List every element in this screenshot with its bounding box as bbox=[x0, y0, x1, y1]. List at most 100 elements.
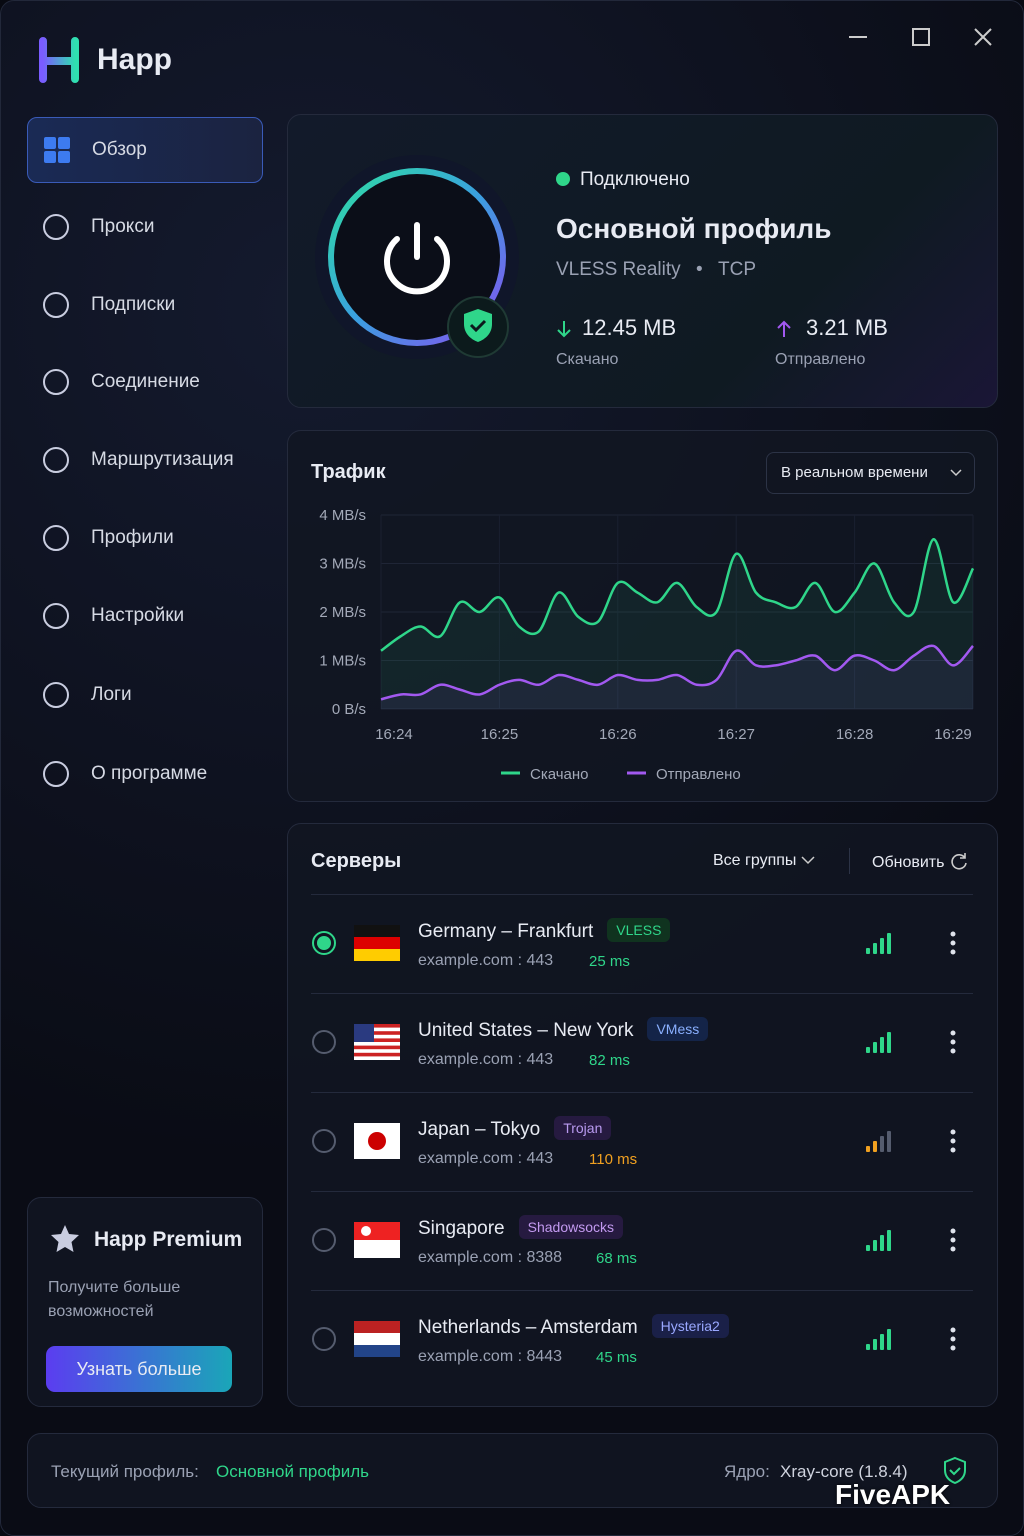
server-address: example.com : 443 bbox=[418, 1051, 554, 1068]
flag bbox=[354, 1123, 400, 1159]
radio[interactable] bbox=[311, 1029, 337, 1055]
download-value: 12.45 MB bbox=[582, 315, 677, 340]
x-tick-label: 16:27 bbox=[717, 726, 755, 743]
nav-icon bbox=[43, 214, 69, 240]
server-name: Singapore Shadowsocks bbox=[418, 1215, 624, 1240]
core-label: Ядро: bbox=[724, 1462, 770, 1481]
range-dropdown[interactable]: В реальном времени bbox=[766, 452, 975, 494]
signal-bar bbox=[887, 933, 891, 954]
range-text: В реальном времени bbox=[781, 464, 928, 481]
divider bbox=[311, 1191, 973, 1192]
dot bbox=[950, 931, 956, 937]
divider bbox=[311, 894, 973, 895]
signal bbox=[866, 1230, 891, 1251]
signal-bar bbox=[880, 1235, 884, 1251]
dot bbox=[950, 1048, 956, 1054]
signal-bar bbox=[866, 1047, 870, 1053]
more-menu[interactable] bbox=[948, 1128, 958, 1154]
icon-part bbox=[43, 214, 69, 240]
separator: • bbox=[696, 259, 703, 280]
nav-item[interactable]: О программе bbox=[27, 741, 263, 807]
app-name: Happ bbox=[97, 43, 172, 76]
server-row[interactable]: United States – New York VMess example.com… bbox=[311, 993, 973, 1092]
traffic-title: Трафик bbox=[311, 461, 386, 483]
profile-name: Основной профиль bbox=[556, 213, 832, 244]
signal-bar bbox=[873, 1240, 877, 1251]
divider bbox=[311, 1290, 973, 1291]
nav-icon bbox=[44, 137, 70, 163]
icon-part bbox=[58, 137, 70, 149]
icon-part bbox=[43, 603, 69, 629]
connection-card: Подключено Основной профиль VLESS Realit… bbox=[287, 114, 998, 408]
dot bbox=[950, 1147, 956, 1153]
traffic-chart: 0 B/s 1 MB/s 2 MB/s 3 MB/s 4 MB/s 16:24 16:25 1… bbox=[319, 507, 975, 783]
dot bbox=[950, 940, 956, 946]
signal bbox=[866, 1131, 891, 1152]
server-name-text: Singapore bbox=[418, 1218, 505, 1239]
nav-item[interactable]: Подписки bbox=[27, 272, 263, 338]
server-row[interactable]: Germany – Frankfurt VLESS example.com : 44… bbox=[311, 894, 973, 993]
filter-text: Все группы bbox=[713, 852, 797, 869]
signal-bar bbox=[866, 1146, 870, 1152]
more-menu[interactable] bbox=[948, 1326, 958, 1352]
icon-part bbox=[43, 369, 69, 395]
dot bbox=[950, 1345, 956, 1351]
upload-label: Отправлено bbox=[775, 351, 866, 368]
nav-label: Логи bbox=[91, 684, 132, 705]
more-menu[interactable] bbox=[948, 1029, 958, 1055]
icon-part bbox=[44, 151, 56, 163]
signal-bar bbox=[873, 1339, 877, 1350]
legend-label: Скачано bbox=[530, 766, 589, 783]
server-row[interactable]: Singapore Shadowsocks example.com : 8388 68… bbox=[311, 1191, 973, 1290]
chevron bbox=[950, 469, 962, 477]
more-menu[interactable] bbox=[948, 1227, 958, 1253]
radio[interactable] bbox=[311, 930, 337, 956]
server-name: United States – New York VMess bbox=[418, 1017, 709, 1042]
group-filter[interactable]: Все группы bbox=[713, 852, 815, 870]
transport: TCP bbox=[718, 259, 756, 280]
signal-bar bbox=[887, 1329, 891, 1350]
premium-button[interactable]: Узнать больше bbox=[46, 1346, 232, 1392]
server-name-text: United States – New York bbox=[418, 1020, 634, 1041]
radio[interactable] bbox=[311, 1227, 337, 1253]
nav-item[interactable]: Соединение bbox=[27, 349, 263, 415]
signal-bar bbox=[880, 938, 884, 954]
ping: 25 ms bbox=[589, 953, 630, 970]
x-tick-label: 16:28 bbox=[836, 726, 874, 743]
radio-ring bbox=[312, 1129, 336, 1153]
nav-item[interactable]: Обзор bbox=[27, 117, 263, 183]
nav-item[interactable]: Логи bbox=[27, 662, 263, 728]
line bbox=[380, 537, 975, 652]
signal-bar bbox=[887, 1032, 891, 1053]
premium-text: Получите больше возможностей bbox=[48, 1279, 181, 1320]
watermark-text: FiveAPK bbox=[835, 1479, 951, 1510]
protocol-tag: Hysteria2 bbox=[651, 1314, 729, 1338]
refresh-button[interactable]: Обновить bbox=[872, 852, 969, 872]
icon-part bbox=[43, 761, 69, 787]
server-row[interactable]: Japan – Tokyo Trojan example.com : 443 110 … bbox=[311, 1092, 973, 1191]
signal-bar bbox=[873, 1042, 877, 1053]
more-menu[interactable] bbox=[948, 930, 958, 956]
power-button[interactable] bbox=[310, 151, 526, 367]
nav-item[interactable]: Прокси bbox=[27, 194, 263, 260]
dot bbox=[950, 949, 956, 955]
radio-dot bbox=[317, 936, 331, 950]
nav-icon bbox=[43, 603, 69, 629]
nav-item[interactable]: Маршрутизация bbox=[27, 427, 263, 493]
dot bbox=[950, 1030, 956, 1036]
window-controls[interactable] bbox=[841, 21, 1001, 55]
server-name: Netherlands – Amsterdam Hysteria2 bbox=[418, 1314, 729, 1339]
status-dot bbox=[556, 172, 570, 186]
nav-label: Настройки bbox=[91, 605, 185, 626]
chevron bbox=[801, 856, 815, 865]
radio[interactable] bbox=[311, 1326, 337, 1352]
server-address: example.com : 8388 bbox=[418, 1249, 563, 1266]
nav-item[interactable]: Профили bbox=[27, 505, 263, 571]
nav-item[interactable]: Настройки bbox=[27, 583, 263, 649]
server-row[interactable]: Netherlands – Amsterdam Hysteria2 example.… bbox=[311, 1290, 973, 1389]
signal-bar bbox=[866, 1344, 870, 1350]
divider bbox=[311, 993, 973, 994]
nav-label: Профили bbox=[91, 527, 174, 548]
dot bbox=[950, 1336, 956, 1342]
radio[interactable] bbox=[311, 1128, 337, 1154]
